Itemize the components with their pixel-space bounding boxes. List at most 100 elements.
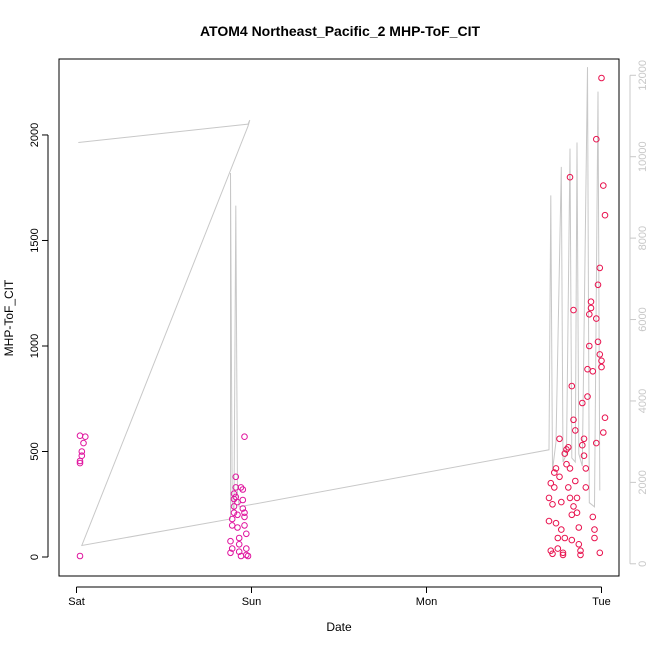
axis-layer: 0 500 1000 1500 2000 0 2000 4000 6000 8000 10000 12… xyxy=(29,60,649,608)
data-point xyxy=(593,439,600,447)
data-point xyxy=(566,494,574,502)
data-point xyxy=(556,473,563,481)
data-point xyxy=(559,551,567,559)
data-point xyxy=(589,513,597,521)
data-point xyxy=(596,351,604,358)
data-point xyxy=(570,503,577,510)
data-point xyxy=(598,74,605,82)
y2-tick-label: 10000 xyxy=(637,141,649,172)
data-point xyxy=(566,465,574,472)
data-point xyxy=(570,416,577,424)
x-tick-label: Mon xyxy=(416,596,437,608)
data-point xyxy=(228,515,236,523)
x-tick-label: Tue xyxy=(592,596,611,608)
data-point xyxy=(239,496,247,504)
data-point xyxy=(593,135,600,143)
data-point xyxy=(582,465,590,472)
data-point xyxy=(243,530,250,538)
data-point xyxy=(566,173,574,181)
data-point xyxy=(582,484,590,491)
data-point xyxy=(573,494,581,502)
data-point xyxy=(565,484,572,491)
x-axis-label: Date xyxy=(326,620,352,634)
y-tick-label: 0 xyxy=(29,554,41,560)
data-point xyxy=(561,534,569,542)
y-tick-label: 1000 xyxy=(29,334,41,358)
data-point xyxy=(228,522,236,529)
data-point xyxy=(551,469,558,476)
data-point xyxy=(572,427,579,434)
data-point xyxy=(591,526,598,533)
data-point xyxy=(234,511,241,519)
data-point xyxy=(584,365,591,373)
data-point xyxy=(235,548,243,556)
data-point xyxy=(78,448,86,455)
data-point xyxy=(575,524,583,531)
data-point xyxy=(587,298,595,306)
data-point xyxy=(241,513,248,521)
y-tick-label: 1500 xyxy=(29,228,41,252)
data-point xyxy=(545,494,553,502)
data-point xyxy=(232,473,240,481)
data-point xyxy=(589,368,597,375)
data-point xyxy=(600,182,607,189)
y2-tick-label: 2000 xyxy=(637,470,649,494)
chart-title: ATOM4 Northeast_Pacific_2 MHP-ToF_CIT xyxy=(200,23,481,39)
data-point xyxy=(237,484,245,491)
data-point xyxy=(76,552,84,560)
data-point xyxy=(568,536,576,544)
data-point xyxy=(580,452,588,460)
data-point xyxy=(554,534,562,542)
data-point xyxy=(554,545,562,552)
data-point xyxy=(601,211,609,219)
data-point xyxy=(579,441,586,449)
series-line xyxy=(78,67,601,547)
data-point xyxy=(549,501,556,508)
data-point xyxy=(563,460,570,468)
data-point xyxy=(586,311,593,318)
data-point xyxy=(593,315,600,322)
data-point xyxy=(601,414,609,422)
data-point xyxy=(598,357,605,365)
data-point xyxy=(230,490,238,498)
data-point xyxy=(243,545,250,552)
data-point xyxy=(587,304,595,312)
data-point xyxy=(596,549,604,557)
data-point xyxy=(549,550,556,558)
data-point xyxy=(80,439,87,447)
data-point xyxy=(239,486,247,493)
data-point xyxy=(572,477,579,485)
data-point xyxy=(227,537,234,545)
data-point xyxy=(241,509,248,517)
data-point xyxy=(234,498,241,506)
data-point xyxy=(558,526,565,533)
data-point xyxy=(596,264,604,272)
data-point xyxy=(76,432,84,440)
data-point xyxy=(600,429,607,436)
data-point xyxy=(230,509,238,517)
y-tick-label: 2000 xyxy=(29,123,41,147)
x-tick-label: Sat xyxy=(68,596,85,608)
data-point xyxy=(244,552,252,560)
data-point xyxy=(594,281,602,289)
data-point xyxy=(243,551,250,559)
data-point xyxy=(577,547,584,555)
y-axis-label: MHP-ToF_CIT xyxy=(2,279,16,356)
data-point xyxy=(239,505,247,512)
data-point xyxy=(76,459,84,467)
y2-tick-label: 12000 xyxy=(637,60,649,91)
data-point xyxy=(579,399,586,407)
data-point xyxy=(82,433,89,441)
data-point xyxy=(573,509,581,517)
data-point xyxy=(591,534,598,542)
data-point xyxy=(78,452,86,460)
data-point xyxy=(568,382,576,390)
data-point xyxy=(228,545,236,552)
data-point xyxy=(545,517,553,525)
data-point xyxy=(552,519,560,527)
y-tick-label: 500 xyxy=(29,442,41,460)
data-point xyxy=(565,444,572,451)
data-point xyxy=(235,534,243,542)
data-point xyxy=(556,435,563,443)
